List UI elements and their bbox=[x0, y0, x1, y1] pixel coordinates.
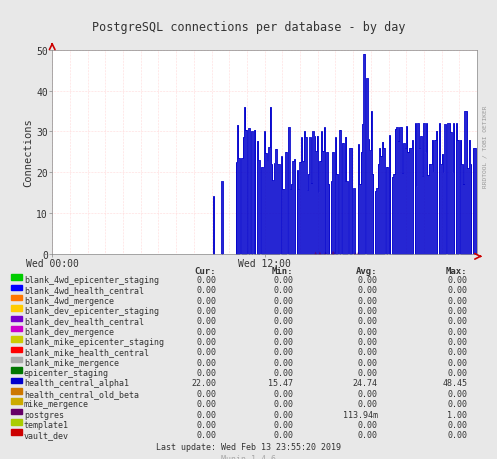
Text: 24.74: 24.74 bbox=[353, 379, 378, 388]
Text: 0.00: 0.00 bbox=[447, 275, 467, 285]
Text: 0.00: 0.00 bbox=[447, 317, 467, 326]
Text: 48.45: 48.45 bbox=[442, 379, 467, 388]
Text: 113.94m: 113.94m bbox=[343, 409, 378, 419]
Text: 0.00: 0.00 bbox=[196, 420, 216, 429]
Text: template1: template1 bbox=[24, 420, 69, 429]
Text: 0.00: 0.00 bbox=[196, 431, 216, 439]
Text: 0.00: 0.00 bbox=[447, 431, 467, 439]
Text: blank_dev_epicenter_staging: blank_dev_epicenter_staging bbox=[24, 307, 159, 315]
Text: 0.00: 0.00 bbox=[273, 327, 293, 336]
Y-axis label: Connections: Connections bbox=[23, 118, 33, 187]
Text: 0.00: 0.00 bbox=[447, 420, 467, 429]
Text: Max:: Max: bbox=[446, 266, 467, 275]
Text: blank_dev_health_central: blank_dev_health_central bbox=[24, 317, 144, 326]
Text: 0.00: 0.00 bbox=[196, 368, 216, 377]
Text: 0.00: 0.00 bbox=[358, 348, 378, 357]
Text: epicenter_staging: epicenter_staging bbox=[24, 368, 109, 377]
Text: 0.00: 0.00 bbox=[273, 368, 293, 377]
Text: 0.00: 0.00 bbox=[447, 285, 467, 295]
Text: vault_dev: vault_dev bbox=[24, 431, 69, 439]
Text: blank_dev_mergence: blank_dev_mergence bbox=[24, 327, 114, 336]
Text: blank_mike_mergence: blank_mike_mergence bbox=[24, 358, 119, 367]
Text: 0.00: 0.00 bbox=[196, 337, 216, 347]
Text: 0.00: 0.00 bbox=[358, 399, 378, 409]
Text: 22.00: 22.00 bbox=[191, 379, 216, 388]
Text: 1.00: 1.00 bbox=[447, 409, 467, 419]
Text: 0.00: 0.00 bbox=[358, 275, 378, 285]
Text: 0.00: 0.00 bbox=[358, 368, 378, 377]
Text: 0.00: 0.00 bbox=[273, 275, 293, 285]
Text: 0.00: 0.00 bbox=[273, 337, 293, 347]
Text: 0.00: 0.00 bbox=[358, 337, 378, 347]
Text: health_central_old_beta: health_central_old_beta bbox=[24, 389, 139, 398]
Text: 0.00: 0.00 bbox=[358, 358, 378, 367]
Text: 0.00: 0.00 bbox=[447, 337, 467, 347]
Text: 0.00: 0.00 bbox=[273, 399, 293, 409]
Text: postgres: postgres bbox=[24, 409, 64, 419]
Text: 0.00: 0.00 bbox=[273, 285, 293, 295]
Text: blank_4wd_mergence: blank_4wd_mergence bbox=[24, 296, 114, 305]
Text: 0.00: 0.00 bbox=[447, 327, 467, 336]
Text: 0.00: 0.00 bbox=[273, 296, 293, 305]
Text: 0.00: 0.00 bbox=[196, 409, 216, 419]
Text: 0.00: 0.00 bbox=[273, 431, 293, 439]
Text: 0.00: 0.00 bbox=[358, 296, 378, 305]
Text: 0.00: 0.00 bbox=[358, 285, 378, 295]
Text: 0.00: 0.00 bbox=[358, 420, 378, 429]
Text: 0.00: 0.00 bbox=[196, 296, 216, 305]
Text: blank_mike_health_central: blank_mike_health_central bbox=[24, 348, 149, 357]
Text: 0.00: 0.00 bbox=[196, 358, 216, 367]
Text: 0.00: 0.00 bbox=[358, 307, 378, 315]
Text: 0.00: 0.00 bbox=[447, 358, 467, 367]
Text: Cur:: Cur: bbox=[195, 266, 216, 275]
Text: 0.00: 0.00 bbox=[273, 409, 293, 419]
Text: blank_mike_epicenter_staging: blank_mike_epicenter_staging bbox=[24, 337, 164, 347]
Text: 0.00: 0.00 bbox=[273, 358, 293, 367]
Text: 0.00: 0.00 bbox=[273, 348, 293, 357]
Text: 15.47: 15.47 bbox=[268, 379, 293, 388]
Text: 0.00: 0.00 bbox=[273, 389, 293, 398]
Text: 0.00: 0.00 bbox=[196, 285, 216, 295]
Text: 0.00: 0.00 bbox=[196, 317, 216, 326]
Text: 0.00: 0.00 bbox=[273, 420, 293, 429]
Text: Avg:: Avg: bbox=[356, 266, 378, 275]
Text: 0.00: 0.00 bbox=[358, 317, 378, 326]
Text: 0.00: 0.00 bbox=[358, 431, 378, 439]
Text: 0.00: 0.00 bbox=[447, 348, 467, 357]
Text: 0.00: 0.00 bbox=[196, 389, 216, 398]
Text: 0.00: 0.00 bbox=[273, 317, 293, 326]
Text: blank_4wd_health_central: blank_4wd_health_central bbox=[24, 285, 144, 295]
Text: RRDTOOL / TOBI OETIKER: RRDTOOL / TOBI OETIKER bbox=[482, 106, 487, 188]
Text: 0.00: 0.00 bbox=[447, 296, 467, 305]
Text: 0.00: 0.00 bbox=[196, 275, 216, 285]
Text: Munin 1.4.6: Munin 1.4.6 bbox=[221, 454, 276, 459]
Text: 0.00: 0.00 bbox=[447, 368, 467, 377]
Text: Last update: Wed Feb 13 23:55:20 2019: Last update: Wed Feb 13 23:55:20 2019 bbox=[156, 442, 341, 451]
Text: health_central_alpha1: health_central_alpha1 bbox=[24, 379, 129, 388]
Text: 0.00: 0.00 bbox=[196, 307, 216, 315]
Text: mike_mergence: mike_mergence bbox=[24, 399, 89, 409]
Text: blank_4wd_epicenter_staging: blank_4wd_epicenter_staging bbox=[24, 275, 159, 285]
Text: 0.00: 0.00 bbox=[196, 399, 216, 409]
Text: 0.00: 0.00 bbox=[273, 307, 293, 315]
Text: 0.00: 0.00 bbox=[447, 389, 467, 398]
Text: 0.00: 0.00 bbox=[447, 399, 467, 409]
Text: 0.00: 0.00 bbox=[447, 307, 467, 315]
Text: 0.00: 0.00 bbox=[196, 348, 216, 357]
Text: 0.00: 0.00 bbox=[196, 327, 216, 336]
Text: PostgreSQL connections per database - by day: PostgreSQL connections per database - by… bbox=[92, 21, 405, 34]
Text: 0.00: 0.00 bbox=[358, 389, 378, 398]
Text: 0.00: 0.00 bbox=[358, 327, 378, 336]
Text: Min:: Min: bbox=[272, 266, 293, 275]
